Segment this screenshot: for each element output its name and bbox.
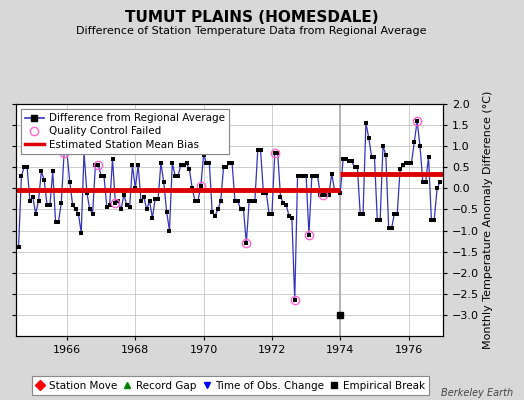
Legend: Difference from Regional Average, Quality Control Failed, Estimated Station Mean: Difference from Regional Average, Qualit… <box>21 109 229 154</box>
Text: TUMUT PLAINS (HOMESDALE): TUMUT PLAINS (HOMESDALE) <box>125 10 378 25</box>
Legend: Station Move, Record Gap, Time of Obs. Change, Empirical Break: Station Move, Record Gap, Time of Obs. C… <box>32 376 429 395</box>
Text: Difference of Station Temperature Data from Regional Average: Difference of Station Temperature Data f… <box>77 26 427 36</box>
Text: Berkeley Earth: Berkeley Earth <box>441 388 514 398</box>
Y-axis label: Monthly Temperature Anomaly Difference (°C): Monthly Temperature Anomaly Difference (… <box>483 91 493 349</box>
